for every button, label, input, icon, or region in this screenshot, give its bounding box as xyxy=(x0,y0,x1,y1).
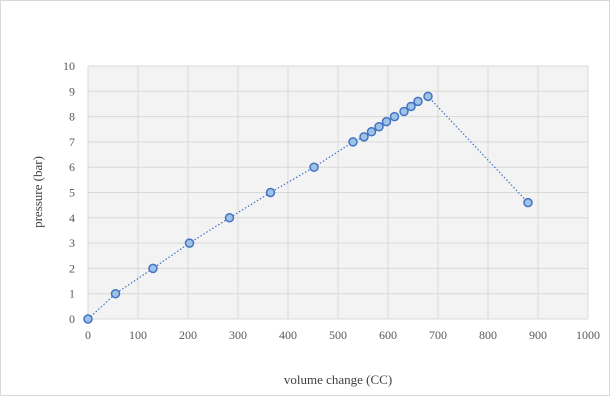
data-point xyxy=(224,213,235,223)
y-tick-label: 1 xyxy=(69,287,75,301)
x-tick-label: 400 xyxy=(279,328,297,342)
y-tick-label: 6 xyxy=(69,160,75,174)
data-point xyxy=(366,127,377,137)
y-tick-label: 9 xyxy=(69,84,75,98)
y-tick-label: 10 xyxy=(63,59,75,73)
x-tick-label: 500 xyxy=(329,328,347,342)
y-tick-label: 4 xyxy=(69,211,75,225)
y-axis-label: pressure (bar) xyxy=(30,156,45,228)
series-group xyxy=(83,91,533,324)
x-tick-label: 1000 xyxy=(576,328,600,342)
y-tick-label: 8 xyxy=(69,110,75,124)
data-point xyxy=(148,263,158,274)
data-point xyxy=(359,132,369,142)
x-tick-label: 800 xyxy=(479,328,497,342)
data-point xyxy=(348,137,358,147)
x-tick-label: 600 xyxy=(379,328,397,342)
x-tick-label: 100 xyxy=(129,328,147,342)
y-tick-label: 3 xyxy=(69,236,75,250)
y-tick-labels: 0 1 2 3 4 5 6 7 8 9 10 xyxy=(63,59,75,326)
data-point xyxy=(83,314,93,324)
y-tick-label: 5 xyxy=(69,186,75,200)
y-tick-label: 7 xyxy=(69,135,75,149)
data-point xyxy=(374,121,384,132)
x-tick-label: 900 xyxy=(529,328,547,342)
x-tick-label: 200 xyxy=(179,328,197,342)
x-tick-label: 700 xyxy=(429,328,447,342)
x-tick-label: 0 xyxy=(85,328,91,342)
x-axis-label: volume change (CC) xyxy=(284,372,392,387)
y-tick-label: 0 xyxy=(69,312,75,326)
data-point xyxy=(184,238,195,248)
data-point xyxy=(381,116,392,127)
x-tick-labels: 0 100 200 300 400 500 600 700 800 900 1000 xyxy=(85,328,600,342)
data-point xyxy=(406,101,416,112)
data-point xyxy=(389,111,400,122)
data-point xyxy=(399,106,409,117)
data-point xyxy=(309,162,319,172)
gridlines xyxy=(87,65,589,320)
y-tick-label: 2 xyxy=(69,261,75,275)
data-point xyxy=(523,197,533,208)
data-point xyxy=(110,288,121,299)
data-point xyxy=(413,96,423,107)
data-point xyxy=(265,187,276,198)
data-point xyxy=(423,91,433,102)
x-tick-label: 300 xyxy=(229,328,247,342)
